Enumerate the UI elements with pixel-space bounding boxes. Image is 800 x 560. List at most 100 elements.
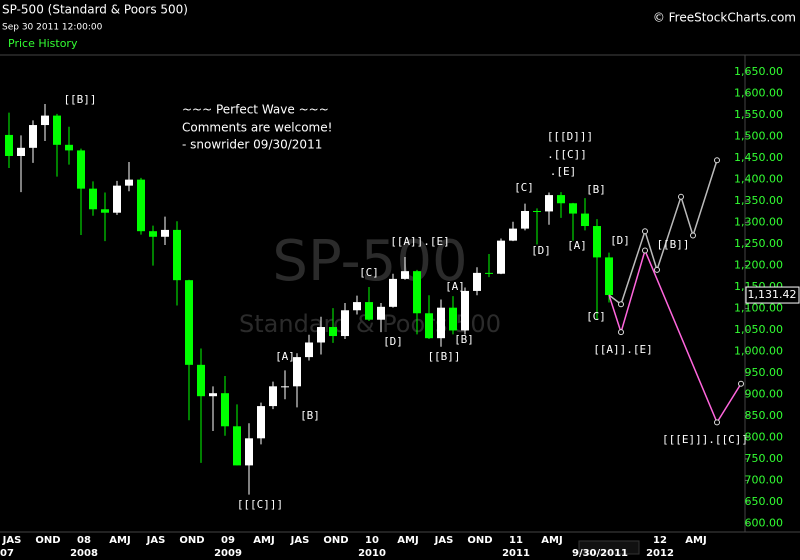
wave-label: [[[E]]].[[C]] xyxy=(662,433,748,446)
x-tick-label: 12 xyxy=(653,535,667,546)
projection-point xyxy=(618,329,624,336)
wave-label: [A] xyxy=(445,280,465,293)
y-tick-label: 1,250.00 xyxy=(734,237,783,250)
x-tick-label: AMJ xyxy=(397,535,418,546)
candle-body xyxy=(473,272,481,291)
wave-label: [D] xyxy=(531,244,551,257)
candle-body xyxy=(29,125,37,148)
wave-label: [[B]] xyxy=(427,350,460,363)
y-tick-label: 750.00 xyxy=(745,452,784,465)
y-tick-label: 950.00 xyxy=(745,366,784,379)
candle-body xyxy=(5,134,13,156)
x-tick-label: 2008 xyxy=(70,548,98,559)
candle-body xyxy=(509,228,517,241)
x-tick-label: 9/30/2011 xyxy=(572,548,628,559)
candle-body xyxy=(389,278,397,307)
x-tick-label: JAS xyxy=(146,535,166,546)
candle-body xyxy=(257,406,265,439)
candle-body xyxy=(461,290,469,331)
wave-label: [C] xyxy=(359,266,379,279)
projection-point xyxy=(690,232,696,239)
y-tick-label: 1,200.00 xyxy=(734,259,783,272)
projection-point xyxy=(714,419,720,426)
candle-body xyxy=(89,188,97,210)
x-tick-label: AMJ xyxy=(109,535,130,546)
x-tick-label: 2010 xyxy=(358,548,386,559)
candle-body xyxy=(521,210,529,229)
y-tick-label: 600.00 xyxy=(745,516,784,529)
candle-body xyxy=(581,213,589,227)
x-tick-label: OND xyxy=(323,535,348,546)
candle-body xyxy=(569,203,577,214)
wave-label: [C] xyxy=(514,181,534,194)
candle-body xyxy=(317,327,325,343)
wave-label: .[E] xyxy=(550,165,577,178)
candle-body xyxy=(173,229,181,281)
y-tick-label: 800.00 xyxy=(745,430,784,443)
candle-body xyxy=(485,272,493,274)
wave-label: [[A]].[E] xyxy=(390,235,450,248)
candle-body xyxy=(545,195,553,212)
candle-body xyxy=(53,115,61,145)
projection-point xyxy=(642,247,648,254)
y-tick-label: 700.00 xyxy=(745,473,784,486)
y-tick-label: 650.00 xyxy=(745,495,784,508)
x-tick-label: 09 xyxy=(221,535,235,546)
candle-body xyxy=(605,257,613,296)
comment-line: - snowrider 09/30/2011 xyxy=(182,138,322,152)
projection-point xyxy=(714,157,720,164)
wave-label: [A] xyxy=(567,239,587,252)
candle-body xyxy=(449,307,457,331)
x-tick-label: 11 xyxy=(509,535,523,546)
candle-body xyxy=(185,280,193,365)
x-tick-label: OND xyxy=(35,535,60,546)
y-tick-label: 1,450.00 xyxy=(734,151,783,164)
candle-body xyxy=(353,302,361,311)
brand: © FreeStockCharts.com xyxy=(653,11,796,25)
comment-line: Comments are welcome! xyxy=(182,121,332,135)
y-tick-label: 1,300.00 xyxy=(734,216,783,229)
x-tick-label: JAS xyxy=(290,535,310,546)
x-tick-label: 2012 xyxy=(646,548,674,559)
candle-body xyxy=(137,179,145,232)
candle-body xyxy=(329,327,337,337)
wave-label: [D] xyxy=(383,335,403,348)
projection-point xyxy=(738,380,744,387)
wave-label: [[B]] xyxy=(656,238,689,251)
candle-body xyxy=(281,386,289,388)
y-tick-label: 1,350.00 xyxy=(734,194,783,207)
x-tick-label: OND xyxy=(179,535,204,546)
projection-point xyxy=(618,301,624,308)
candle-body xyxy=(197,364,205,397)
x-tick-label: 07 xyxy=(0,548,14,559)
x-tick-label: 2009 xyxy=(214,548,242,559)
candle-body xyxy=(221,393,229,427)
timestamp: Sep 30 2011 12:00:00 xyxy=(2,23,103,33)
y-tick-label: 1,550.00 xyxy=(734,108,783,121)
wave-label: [B] xyxy=(586,183,606,196)
wave-label: .[[C]] xyxy=(547,148,587,161)
x-tick-label: 10 xyxy=(365,535,379,546)
candle-body xyxy=(77,150,85,189)
candle-body xyxy=(269,386,277,407)
candle-body xyxy=(101,209,109,213)
candle-body xyxy=(149,231,157,237)
y-tick-label: 1,000.00 xyxy=(734,345,783,358)
candle-body xyxy=(113,185,121,213)
x-tick-label: AMJ xyxy=(253,535,274,546)
wave-label: [[A]].[E] xyxy=(593,343,653,356)
x-tick-label: 2011 xyxy=(502,548,530,559)
x-tick-label: JAS xyxy=(434,535,454,546)
last-price-box xyxy=(745,286,800,304)
candle-body xyxy=(413,271,421,314)
x-tick-label: AMJ xyxy=(541,535,562,546)
candle-body xyxy=(233,426,241,466)
projection-point xyxy=(654,266,660,273)
wave-label: [[[D]]] xyxy=(547,130,593,143)
x-tick-label: AMJ xyxy=(685,535,706,546)
candle-body xyxy=(533,210,541,212)
y-tick-label: 1,100.00 xyxy=(734,302,783,315)
wave-label: [A] xyxy=(275,350,295,363)
wave-label: [C] xyxy=(586,310,606,323)
